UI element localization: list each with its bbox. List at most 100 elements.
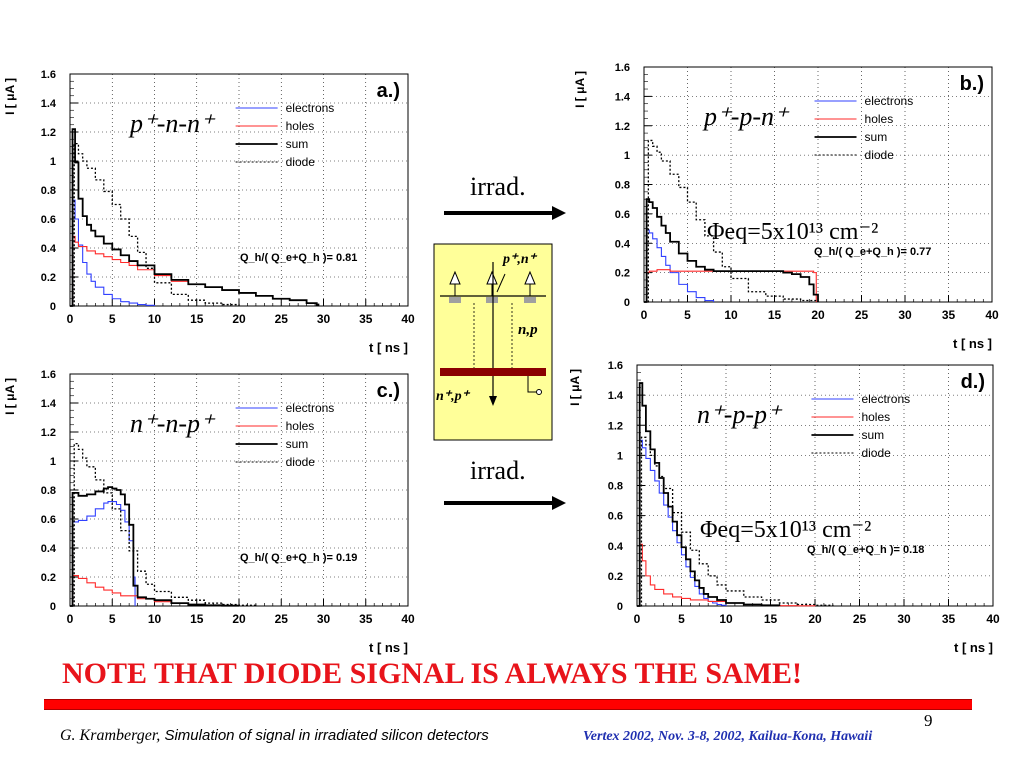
tick-label-y: 1.4 — [41, 98, 57, 110]
tick-label-x: 25 — [853, 612, 867, 626]
schematic-top-label: p⁺,n⁺ — [503, 252, 537, 267]
tick-label-y: 1.4 — [608, 390, 624, 402]
legend-label-holes: holes — [865, 112, 894, 126]
tick-label-x: 40 — [401, 612, 415, 626]
tick-label-x: 20 — [811, 308, 825, 322]
tick-label-x: 0 — [634, 612, 641, 626]
strip-electrode-icons — [449, 270, 536, 303]
chart-panel-c: 0 5 10 15 20 25 30 35 40 0 0.2 0.4 0.6 0.8 1 1.2 1.4 1.6 I… — [3, 369, 415, 655]
tick-label-x: 25 — [855, 308, 869, 322]
chart-panel-a: 0 5 10 15 20 25 30 35 40 0 0.2 0.4 0.6 0.8 1 1.2 1.4 1.6 I… — [3, 69, 415, 355]
series-electrons — [70, 501, 136, 607]
series-diode — [70, 142, 240, 307]
tick-label-y: 0 — [50, 301, 56, 313]
tick-label-x: 35 — [359, 312, 373, 326]
tick-label-y: 0.6 — [615, 209, 630, 221]
y-axis-label: I [ μA ] — [3, 78, 17, 115]
structure-label: p⁺-p-n⁺ — [702, 102, 790, 131]
arrow-label-top: irrad. — [470, 172, 526, 201]
tick-label-y: 1 — [50, 456, 56, 468]
charge-ratio-text: Q_h/( Q_e+Q_h )= 0.81 — [240, 252, 357, 264]
tick-label-y: 1.4 — [615, 91, 631, 103]
tick-label-y: 0.4 — [615, 238, 631, 250]
footer-author: G. Kramberger, — [60, 727, 161, 744]
panel-label: a.) — [377, 80, 400, 102]
fluence-label: Φeq=5x10¹³ cm⁻² — [707, 219, 878, 245]
tick-label-x: 0 — [67, 612, 74, 626]
tick-label-x: 40 — [986, 612, 1000, 626]
note-heading: NOTE THAT DIODE SIGNAL IS ALWAYS THE SAM… — [62, 657, 802, 690]
legend-label-sum: sum — [865, 130, 888, 144]
tick-label-y: 0.8 — [41, 185, 56, 197]
tick-label-y: 1.6 — [41, 369, 56, 381]
footer-left: G. Kramberger, Simulation of signal in i… — [60, 727, 489, 745]
structure-label: n⁺-p-p⁺ — [697, 400, 783, 429]
structure-label: n⁺-n-p⁺ — [130, 409, 216, 438]
tick-label-x: 25 — [275, 612, 289, 626]
tick-label-y: 0.8 — [608, 481, 623, 493]
plot-frame — [643, 66, 993, 303]
tick-label-y: 1.6 — [41, 69, 56, 81]
tick-label-y: 0 — [617, 601, 623, 613]
legend-label-electrons: electrons — [286, 401, 335, 415]
backplane-electrode — [440, 368, 546, 376]
tick-label-y: 1.2 — [41, 427, 56, 439]
tick-label-x: 5 — [109, 612, 116, 626]
tick-label-x: 30 — [317, 312, 331, 326]
tick-label-x: 25 — [275, 312, 289, 326]
tick-label-x: 35 — [942, 308, 956, 322]
tick-label-y: 1.2 — [615, 121, 630, 133]
legend-label-diode: diode — [286, 155, 316, 169]
legend-label-electrons: electrons — [861, 392, 910, 406]
tick-label-x: 40 — [401, 312, 415, 326]
tick-label-x: 10 — [148, 612, 162, 626]
fluence-label: Φeq=5x10¹³ cm⁻² — [700, 517, 871, 543]
series-sum — [70, 128, 320, 307]
tick-label-x: 30 — [898, 308, 912, 322]
tick-label-x: 15 — [190, 312, 204, 326]
series-sum — [644, 198, 819, 303]
tick-label-y: 0 — [624, 297, 630, 309]
series-diode — [637, 436, 834, 607]
tick-label-x: 35 — [942, 612, 956, 626]
panel-label: c.) — [377, 380, 400, 402]
tick-label-y: 0.4 — [608, 541, 624, 553]
tick-label-x: 20 — [232, 312, 246, 326]
legend-label-holes: holes — [286, 119, 315, 133]
schematic-middle-label: n,p — [518, 322, 538, 338]
panel-label: b.) — [960, 73, 984, 95]
chart-panel-d: 0 5 10 15 20 25 30 35 40 0 0.2 0.4 0.6 0.8 1 1.2 1.4 1.6 I… — [568, 360, 1000, 655]
tick-label-y: 0.6 — [41, 514, 56, 526]
tick-label-y: 0.2 — [41, 572, 56, 584]
charge-ratio-text: Q_h/( Q_e+Q_h )= 0.19 — [240, 552, 357, 564]
tick-label-x: 0 — [67, 312, 74, 326]
legend-label-sum: sum — [286, 437, 309, 451]
tick-label-y: 0.8 — [41, 485, 56, 497]
tick-label-y: 1.6 — [608, 360, 623, 372]
tick-label-y: 1 — [50, 156, 56, 168]
tick-label-x: 5 — [684, 308, 691, 322]
tick-label-y: 1.4 — [41, 398, 57, 410]
charge-ratio-text: Q_h/( Q_e+Q_h )= 0.18 — [807, 544, 924, 556]
tick-label-x: 10 — [148, 312, 162, 326]
tick-label-x: 15 — [768, 308, 782, 322]
arrow-label-bottom: irrad. — [470, 456, 526, 485]
tick-label-x: 30 — [317, 612, 331, 626]
schematic-bottom-label: n⁺,p⁺ — [436, 389, 470, 404]
footer-conference: Vertex 2002, Nov. 3-8, 2002, Kailua-Kona… — [583, 729, 873, 744]
charge-ratio-text: Q_h/( Q_e+Q_h )= 0.77 — [814, 246, 931, 258]
series-holes — [644, 269, 817, 303]
legend-label-holes: holes — [286, 419, 315, 433]
legend-label-diode: diode — [861, 446, 891, 460]
tick-label-y: 0 — [50, 601, 56, 613]
y-axis-label: I [ μA ] — [573, 71, 587, 108]
x-axis-label: t [ ns ] — [953, 336, 992, 351]
panel-label: d.) — [961, 371, 985, 393]
tick-label-x: 15 — [764, 612, 778, 626]
tick-label-x: 20 — [232, 612, 246, 626]
tick-label-x: 15 — [190, 612, 204, 626]
page-number: 9 — [924, 711, 933, 730]
legend-label-holes: holes — [861, 410, 890, 424]
tick-label-x: 0 — [641, 308, 648, 322]
tick-label-x: 35 — [359, 612, 373, 626]
